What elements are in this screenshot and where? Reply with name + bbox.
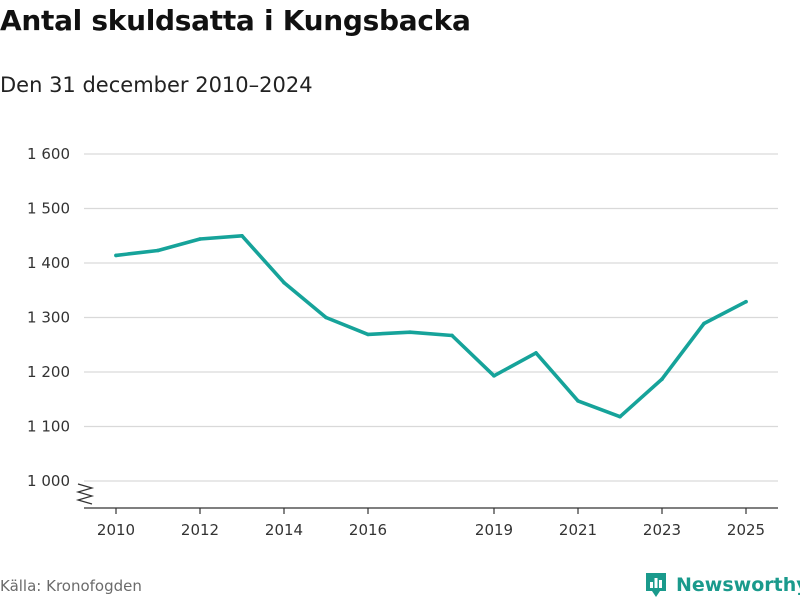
data-point-2023 <box>660 377 664 381</box>
y-tick-label-1500: 1 500 <box>27 200 70 218</box>
y-tick-label-1100: 1 100 <box>27 418 70 436</box>
data-point-2020 <box>534 351 538 355</box>
data-point-2017 <box>408 330 412 335</box>
y-axis-tick-labels: 1 000 1 100 1 200 1 300 1 400 1 500 1 600 <box>27 145 70 490</box>
x-tick-label-2023: 2023 <box>643 521 681 539</box>
x-tick-label-2012: 2012 <box>181 521 219 539</box>
line-chart: 1 000 1 100 1 200 1 300 1 400 1 500 1 600 2010… <box>27 145 778 539</box>
y-tick-label-1000: 1 000 <box>27 472 70 490</box>
x-tick-label-2016: 2016 <box>349 521 387 539</box>
data-point-2012 <box>198 237 202 241</box>
data-point-2019 <box>492 374 496 378</box>
chart-subtitle: Den 31 december 2010–2024 <box>0 73 313 97</box>
data-point-2018 <box>450 333 454 338</box>
grid-lines <box>84 153 778 482</box>
x-tick-label-2025: 2025 <box>727 521 765 539</box>
source-credit: Källa: Kronofogden <box>0 577 142 595</box>
x-tick-label-2010: 2010 <box>97 521 135 539</box>
y-tick-label-1400: 1 400 <box>27 254 70 272</box>
y-tick-label-1200: 1 200 <box>27 363 70 381</box>
x-axis <box>75 483 778 514</box>
y-tick-label-1300: 1 300 <box>27 309 70 327</box>
brand-name: Newsworthy <box>676 574 800 596</box>
data-point-2016 <box>366 332 370 337</box>
data-point-2013 <box>240 233 244 238</box>
newsworthy-logo-icon <box>646 573 666 597</box>
series-layer <box>114 233 748 419</box>
brand-logo: Newsworthy <box>644 570 800 600</box>
data-point-2025 <box>744 299 748 304</box>
x-tick-label-2021: 2021 <box>559 521 597 539</box>
x-tick-label-2019: 2019 <box>475 521 513 539</box>
x-tick-label-2014: 2014 <box>265 521 303 539</box>
data-point-2024 <box>702 321 706 326</box>
x-axis-tick-labels: 2010 2012 2014 2016 2019 2021 2023 2025 <box>97 521 765 539</box>
data-point-2021 <box>576 399 580 403</box>
series-line-0 <box>114 234 748 419</box>
chart-title: Antal skuldsatta i Kungsbacka <box>0 4 471 37</box>
data-point-2010 <box>114 253 118 258</box>
data-point-2014 <box>282 280 286 285</box>
data-point-2022 <box>618 414 622 419</box>
data-point-2011 <box>156 248 160 253</box>
y-tick-label-1600: 1 600 <box>27 145 70 163</box>
axis-break-icon <box>75 483 95 505</box>
data-point-2015 <box>324 315 328 320</box>
